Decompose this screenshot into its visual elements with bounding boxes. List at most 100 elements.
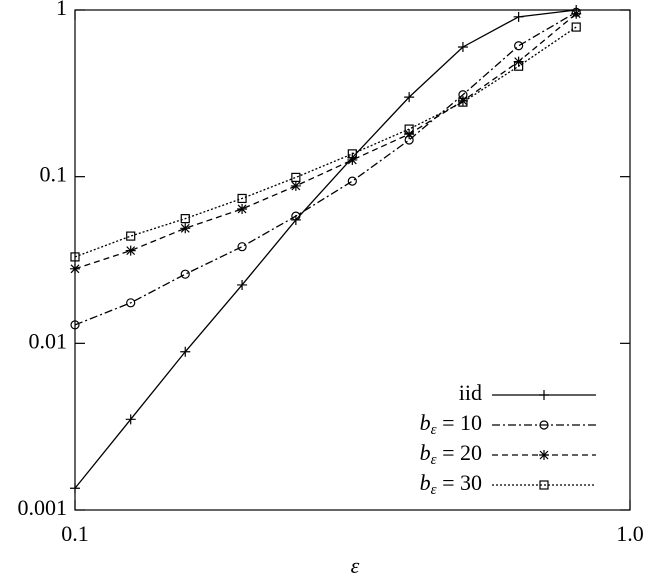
legend-text: = 10 bbox=[437, 410, 482, 435]
marker-shape bbox=[180, 223, 191, 234]
marker bbox=[514, 61, 524, 71]
legend-label: iid bbox=[459, 380, 482, 405]
legend-marker bbox=[539, 390, 549, 400]
y-tick-label: 0.001 bbox=[18, 495, 68, 520]
legend-marker-shape bbox=[539, 420, 549, 430]
marker-shape bbox=[290, 180, 301, 191]
x-axis-label: ε bbox=[351, 553, 360, 578]
marker bbox=[290, 180, 301, 191]
marker-shape bbox=[180, 269, 190, 279]
marker bbox=[347, 149, 357, 159]
marker-shape bbox=[180, 346, 191, 357]
marker bbox=[180, 223, 191, 234]
marker-shape bbox=[347, 154, 358, 165]
marker bbox=[291, 211, 301, 221]
y-tick-label: 1 bbox=[56, 0, 67, 20]
marker bbox=[237, 203, 248, 214]
marker bbox=[291, 172, 301, 182]
marker-shape bbox=[125, 245, 136, 256]
marker bbox=[457, 41, 468, 52]
marker bbox=[70, 483, 80, 494]
legend-label: bε = 20 bbox=[420, 440, 482, 468]
marker bbox=[126, 231, 136, 241]
marker bbox=[458, 97, 468, 107]
legend-text: b bbox=[420, 410, 431, 435]
y-tick-label: 0.1 bbox=[40, 162, 68, 187]
marker-shape bbox=[237, 242, 247, 252]
marker bbox=[70, 263, 80, 274]
marker-shape bbox=[125, 414, 136, 425]
marker-shape bbox=[237, 193, 247, 204]
marker-shape bbox=[458, 97, 468, 107]
marker bbox=[70, 320, 80, 330]
plot-frame bbox=[74, 9, 631, 511]
marker bbox=[404, 92, 415, 103]
legend-text: b bbox=[420, 470, 431, 495]
marker bbox=[347, 176, 357, 186]
marker-shape bbox=[180, 214, 190, 224]
marker-shape bbox=[126, 231, 136, 241]
y-tick-label: 0.01 bbox=[29, 328, 68, 353]
marker bbox=[237, 279, 248, 290]
legend-text: ε bbox=[431, 482, 437, 498]
marker-shape bbox=[513, 11, 524, 22]
marker-shape bbox=[404, 124, 414, 134]
marker bbox=[513, 11, 524, 22]
x-tick-label: 0.1 bbox=[61, 521, 89, 546]
legend-text: = 20 bbox=[437, 440, 482, 465]
marker bbox=[404, 129, 415, 140]
marker-shape bbox=[237, 203, 248, 214]
marker-shape bbox=[70, 483, 80, 494]
legend-marker-shape bbox=[539, 390, 549, 400]
series-line bbox=[74, 26, 577, 258]
legend-text: = 30 bbox=[437, 470, 482, 495]
marker-shape bbox=[291, 211, 301, 221]
marker-shape bbox=[70, 263, 80, 274]
legend-marker bbox=[539, 420, 549, 430]
legend-marker bbox=[539, 450, 549, 460]
marker bbox=[347, 154, 358, 165]
marker bbox=[180, 346, 191, 357]
marker-shape bbox=[404, 129, 415, 140]
series-line bbox=[74, 9, 577, 489]
marker-shape bbox=[571, 22, 581, 32]
marker bbox=[237, 193, 247, 204]
series-line bbox=[74, 11, 577, 326]
marker bbox=[571, 22, 581, 32]
marker-shape bbox=[457, 41, 468, 52]
marker bbox=[514, 41, 524, 51]
marker bbox=[180, 269, 190, 279]
marker-shape bbox=[404, 92, 415, 103]
marker-shape bbox=[457, 95, 468, 106]
marker-shape bbox=[70, 320, 80, 330]
marker-shape bbox=[126, 298, 136, 308]
marker bbox=[237, 242, 247, 252]
legend-text: ε bbox=[431, 452, 437, 468]
marker bbox=[571, 8, 582, 19]
marker-shape bbox=[70, 252, 80, 262]
x-tick-label: 1.0 bbox=[616, 521, 644, 546]
legend-text: b bbox=[420, 440, 431, 465]
marker-shape bbox=[347, 149, 357, 159]
marker-shape bbox=[291, 172, 301, 182]
marker bbox=[125, 245, 136, 256]
marker-shape bbox=[514, 41, 524, 51]
legend-marker bbox=[539, 480, 549, 490]
marker-shape bbox=[571, 8, 582, 19]
marker-shape bbox=[514, 61, 524, 71]
series-line bbox=[74, 13, 577, 270]
marker bbox=[70, 252, 80, 262]
legend-text: ε bbox=[431, 422, 437, 438]
legend-marker-shape bbox=[539, 480, 549, 490]
legend-label: bε = 30 bbox=[420, 470, 482, 498]
legend-label: bε = 10 bbox=[420, 410, 482, 438]
marker-shape bbox=[237, 279, 248, 290]
marker bbox=[457, 95, 468, 106]
marker bbox=[180, 214, 190, 224]
legend-marker-shape bbox=[539, 450, 549, 460]
marker bbox=[404, 124, 414, 134]
marker bbox=[126, 298, 136, 308]
marker-shape bbox=[347, 176, 357, 186]
marker bbox=[125, 414, 136, 425]
